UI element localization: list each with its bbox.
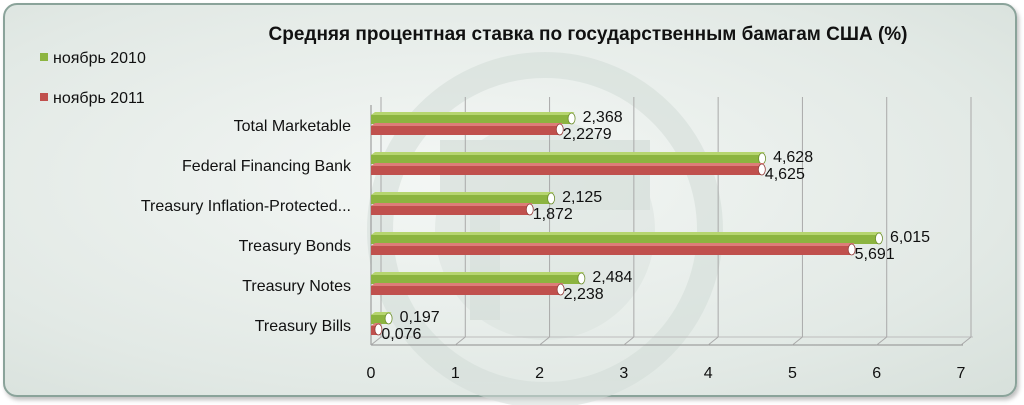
bar-end-cap xyxy=(556,283,565,296)
gridline-floor xyxy=(454,336,466,346)
legend-label-2011: ноябрь 2011 xyxy=(53,90,145,107)
gridline-floor xyxy=(792,336,803,346)
legend-swatch-2011 xyxy=(40,93,48,101)
x-axis-ticks: 0 1 2 3 4 5 6 7 xyxy=(367,365,966,382)
category-label: Treasury Bills xyxy=(255,318,351,335)
bar-top-face xyxy=(371,112,575,115)
bar-end-cap xyxy=(555,123,564,136)
bar-top-face xyxy=(371,163,765,166)
data-label: 1,872 xyxy=(533,206,573,223)
data-label: 0,076 xyxy=(381,326,421,343)
bar-top-face xyxy=(371,123,563,126)
gridline-floor xyxy=(960,336,972,346)
bar-end-cap xyxy=(547,192,556,205)
data-label: 0,197 xyxy=(400,309,440,326)
data-label: 2,2279 xyxy=(563,126,612,143)
data-label: 4,628 xyxy=(773,149,813,166)
bar-end-cap xyxy=(384,312,393,325)
bar xyxy=(371,246,851,255)
x-tick-label: 5 xyxy=(788,365,797,382)
category-label: Treasury Bonds xyxy=(239,238,351,255)
gridline-floor xyxy=(876,336,888,346)
bar-top-face xyxy=(371,152,766,155)
bar xyxy=(371,286,560,295)
bar-top-face xyxy=(371,283,564,286)
data-label: 6,015 xyxy=(890,229,930,246)
bar-end-cap xyxy=(847,243,856,256)
bar-end-cap xyxy=(577,272,586,285)
x-tick-label: 0 xyxy=(367,365,376,382)
bar xyxy=(371,126,559,135)
legend-label-2010: ноябрь 2010 xyxy=(53,50,146,67)
bar-top-face xyxy=(371,203,533,206)
bar xyxy=(371,275,581,284)
bar-end-cap xyxy=(525,203,534,216)
category-labels: Total Marketable Federal Financing Bank Tr… xyxy=(141,118,352,335)
x-tick-label: 6 xyxy=(872,365,881,382)
x-tick-label: 1 xyxy=(451,365,460,382)
gridlines xyxy=(370,97,972,346)
chart-title: Средняя процентная ставка по государстве… xyxy=(269,24,908,45)
bar-end-cap xyxy=(567,112,576,125)
x-tick-label: 4 xyxy=(704,365,713,382)
bar-top-face xyxy=(371,192,555,195)
bar xyxy=(371,315,388,324)
bar-top-face xyxy=(371,272,585,275)
bar xyxy=(371,195,551,204)
bar xyxy=(371,206,529,215)
data-label: 5,691 xyxy=(855,246,895,263)
category-label: Treasury Notes xyxy=(242,278,351,295)
bar-end-cap xyxy=(757,163,766,176)
bars xyxy=(371,112,883,336)
bar-top-face xyxy=(371,232,882,235)
bar-end-cap xyxy=(875,232,883,245)
data-label: 2,368 xyxy=(583,109,623,126)
data-label: 2,484 xyxy=(592,269,632,286)
gridline-floor xyxy=(623,336,635,346)
legend: ноябрь 2010 ноябрь 2011 xyxy=(40,50,146,107)
data-label: 2,125 xyxy=(562,189,602,206)
bar-end-cap xyxy=(374,323,383,336)
bar-top-face xyxy=(371,243,855,246)
x-tick-label: 7 xyxy=(957,365,966,382)
gridline-floor xyxy=(539,336,550,346)
x-tick-label: 3 xyxy=(619,365,628,382)
category-label: Total Marketable xyxy=(234,118,351,135)
data-label: 2,238 xyxy=(564,286,604,303)
bar-end-cap xyxy=(758,152,766,165)
gridline-floor xyxy=(370,336,382,346)
bar xyxy=(371,115,571,124)
x-tick-label: 2 xyxy=(535,365,544,382)
category-label: Treasury Inflation-Protected... xyxy=(141,198,351,215)
gridline-floor xyxy=(707,336,719,346)
bar xyxy=(371,155,762,164)
category-label: Federal Financing Bank xyxy=(182,158,352,175)
data-label: 4,625 xyxy=(765,166,805,183)
bar xyxy=(371,326,378,335)
bar xyxy=(371,166,761,175)
bar xyxy=(371,235,878,244)
legend-swatch-2010 xyxy=(40,53,48,61)
